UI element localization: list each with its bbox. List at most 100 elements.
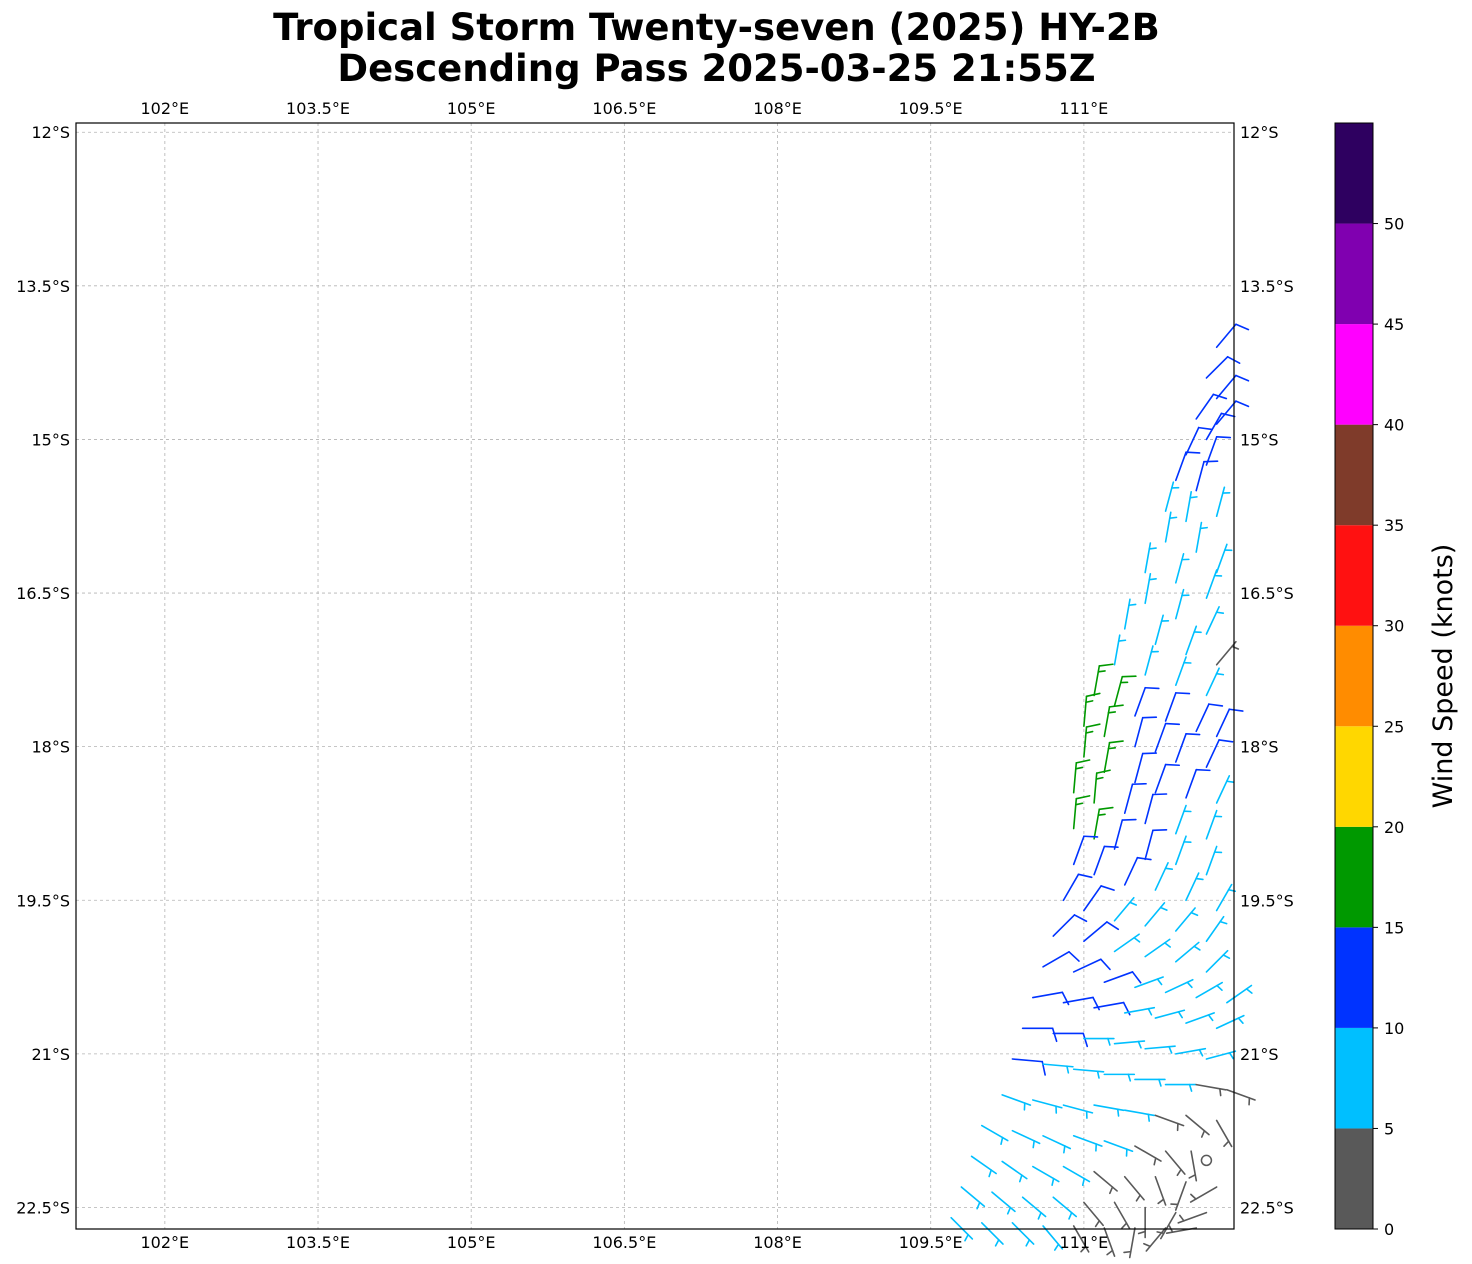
wind-barb	[1072, 1135, 1103, 1152]
wind-barb	[1062, 1104, 1094, 1119]
colorbar-tick-label: 50	[1384, 215, 1404, 234]
wind-barb	[1032, 1099, 1063, 1114]
colorbar-tick-label: 20	[1384, 818, 1404, 837]
wind-barb	[1215, 1119, 1233, 1148]
wind-barb	[1072, 835, 1099, 866]
wind-barb	[1177, 1211, 1208, 1224]
wind-barb	[1144, 645, 1159, 676]
wind-barb	[1154, 614, 1170, 646]
wind-barb	[1174, 1047, 1207, 1057]
wind-barb	[991, 1191, 1016, 1215]
lon-tick-label-top: 109.5°E	[899, 99, 963, 118]
lat-tick-label-left: 13.5°S	[16, 277, 70, 296]
wind-barb	[1205, 606, 1225, 635]
wind-barb	[1185, 426, 1213, 456]
wind-barb	[1113, 634, 1127, 666]
lat-tick-label-left: 18°S	[31, 738, 70, 757]
wind-barb	[1144, 793, 1168, 825]
wind-barb	[1154, 722, 1181, 753]
wind-barb	[1195, 521, 1208, 553]
wind-barb	[1123, 856, 1152, 886]
colorbar-frame	[1334, 122, 1374, 1230]
colorbar-bin	[1335, 625, 1373, 727]
wind-barb	[1093, 1170, 1118, 1195]
wind-barb	[1164, 1150, 1186, 1177]
wind-barb	[1185, 1012, 1215, 1024]
wind-barb	[1103, 1073, 1136, 1082]
wind-barbs-layer	[950, 323, 1256, 1259]
lat-tick-label-left: 22.5°S	[16, 1198, 70, 1217]
wind-barb	[1205, 436, 1232, 466]
wind-barb	[1123, 598, 1137, 630]
wind-barb	[1174, 835, 1192, 866]
axis-ticks: 102°E 102°E 103.5°E 103.5°E 105°E 105°E 106.5°…	[16, 99, 1294, 1252]
wind-barb	[1113, 1201, 1131, 1230]
colorbar-bin	[1335, 525, 1373, 626]
wind-barb	[1205, 1050, 1237, 1060]
wind-barb	[1011, 1129, 1041, 1149]
gridlines	[76, 123, 1234, 1229]
wind-barb	[1195, 1083, 1227, 1097]
lon-tick-label-bottom: 103.5°E	[286, 1233, 350, 1252]
wind-barb	[1062, 1165, 1091, 1186]
wind-barb	[1164, 692, 1191, 722]
wind-barb	[1093, 663, 1114, 697]
wind-barb	[1083, 1037, 1115, 1046]
lat-tick-label-right: 22.5°S	[1240, 1198, 1294, 1217]
wind-barb	[1165, 1225, 1198, 1234]
wind-barb	[1052, 914, 1088, 937]
wind-barb	[1083, 692, 1101, 727]
wind-barb	[1123, 1175, 1145, 1202]
wind-barb	[1093, 1104, 1125, 1117]
lon-tick-label-bottom: 105°E	[447, 1233, 496, 1252]
lon-tick-label-bottom: 111°E	[1060, 1233, 1109, 1252]
wind-barb	[1215, 883, 1237, 912]
colorbar-bin	[1335, 1027, 1373, 1129]
colorbar-tick-label: 5	[1384, 1119, 1394, 1138]
lat-tick-label-left: 12°S	[31, 123, 70, 142]
wind-barb	[1072, 958, 1111, 973]
lat-tick-label-right: 12°S	[1240, 123, 1279, 142]
wind-barb	[1134, 1145, 1162, 1166]
lon-tick-label-bottom: 109.5°E	[899, 1233, 963, 1252]
wind-barb	[1154, 1175, 1167, 1206]
wind-barb	[970, 1155, 997, 1178]
wind-barb	[1205, 667, 1225, 697]
wind-barb	[1205, 809, 1223, 840]
colorbar-bin	[1335, 1128, 1373, 1229]
wind-barb	[1083, 723, 1101, 758]
colorbar-tick-label: 30	[1384, 617, 1404, 636]
wind-barb	[1144, 938, 1171, 958]
wind-barb	[1072, 1068, 1105, 1079]
figure-title-line-1: Tropical Storm Twenty-seven (2025) HY-2B	[273, 6, 1160, 49]
wind-barb	[1215, 774, 1235, 804]
colorbar-tick-label: 10	[1384, 1019, 1404, 1038]
wind-barb	[980, 1124, 1009, 1145]
wind-barb	[1215, 640, 1240, 666]
wind-barb	[1103, 1140, 1134, 1157]
wind-barb	[1032, 1165, 1060, 1186]
wind-barb	[1195, 981, 1223, 999]
lat-tick-label-right: 18°S	[1240, 738, 1279, 757]
wind-barb	[1174, 451, 1201, 482]
wind-barb	[1215, 323, 1250, 349]
wind-barb	[1083, 1201, 1104, 1228]
wind-barb	[1083, 921, 1120, 943]
wind-barb	[1134, 716, 1158, 748]
wind-barb	[1195, 460, 1219, 492]
lon-tick-label-top: 102°E	[141, 99, 190, 118]
map-frame	[75, 122, 1235, 1230]
wind-barb	[1195, 393, 1228, 420]
wind-barb	[1113, 1040, 1146, 1049]
lat-tick-label-right: 16.5°S	[1240, 584, 1294, 603]
colorbar-bin	[1335, 424, 1373, 526]
wind-barb	[1164, 1083, 1197, 1092]
wind-barb	[1042, 951, 1080, 968]
wind-barb	[1093, 769, 1111, 804]
wind-barb	[1195, 703, 1224, 733]
wind-barb	[1174, 553, 1190, 584]
lat-tick-label-right: 19.5°S	[1240, 891, 1294, 910]
wind-barb	[1134, 976, 1164, 989]
lon-tick-label-bottom: 108°E	[753, 1233, 802, 1252]
wind-barb	[1103, 740, 1124, 774]
